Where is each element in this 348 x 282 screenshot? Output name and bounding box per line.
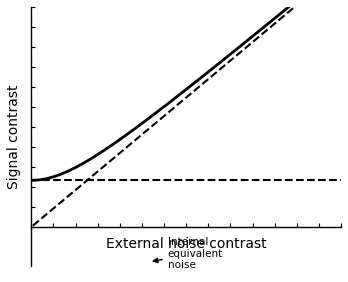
- Text: Internal
equivalent
noise: Internal equivalent noise: [153, 237, 223, 270]
- Y-axis label: Signal contrast: Signal contrast: [7, 84, 21, 189]
- X-axis label: External noise contrast: External noise contrast: [106, 237, 267, 251]
